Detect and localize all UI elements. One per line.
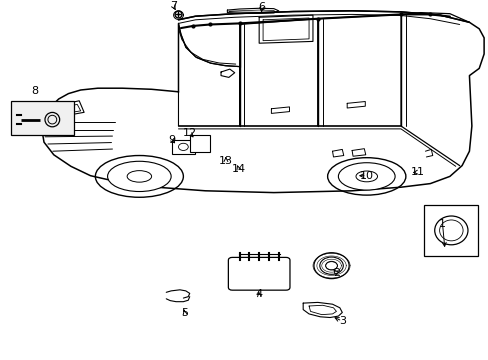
Text: 3: 3 <box>338 316 345 326</box>
Text: 4: 4 <box>255 289 262 300</box>
Polygon shape <box>178 24 239 126</box>
Text: 10: 10 <box>359 171 373 181</box>
Text: 6: 6 <box>258 2 264 12</box>
Ellipse shape <box>338 163 394 190</box>
Polygon shape <box>317 14 400 126</box>
FancyBboxPatch shape <box>171 140 195 154</box>
Ellipse shape <box>313 253 348 279</box>
Text: 9: 9 <box>168 135 175 145</box>
FancyBboxPatch shape <box>228 257 289 290</box>
Bar <box>11 101 74 135</box>
Text: 12: 12 <box>183 128 196 138</box>
Text: 13: 13 <box>219 156 232 166</box>
Text: 1: 1 <box>438 219 445 229</box>
Text: 5: 5 <box>181 308 188 318</box>
Text: 2: 2 <box>332 268 339 278</box>
FancyBboxPatch shape <box>189 135 210 152</box>
Text: 7: 7 <box>170 1 177 12</box>
Bar <box>424 205 477 256</box>
Text: 11: 11 <box>410 167 424 177</box>
Polygon shape <box>239 19 317 126</box>
Ellipse shape <box>107 161 171 192</box>
Text: 8: 8 <box>32 86 39 96</box>
Text: 14: 14 <box>231 164 245 174</box>
